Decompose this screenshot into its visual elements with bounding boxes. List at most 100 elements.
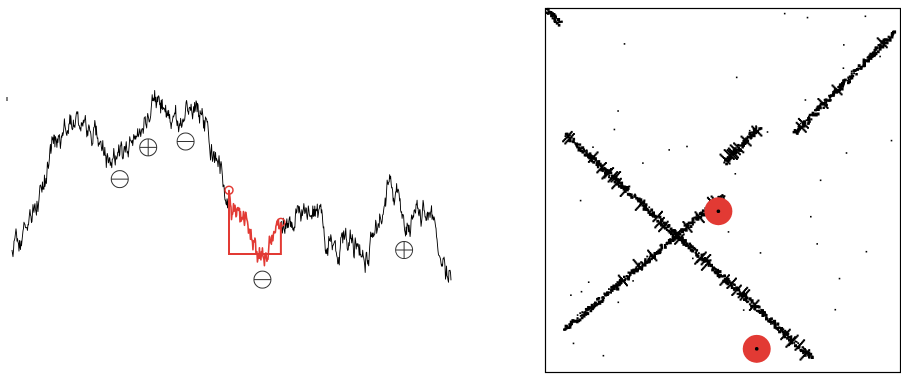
recurrence-dot	[805, 125, 808, 128]
recurrence-dot	[700, 213, 704, 217]
recurrence-dot	[582, 314, 586, 318]
recurrence-dot	[729, 144, 732, 147]
recurrence-dot	[785, 332, 788, 335]
recurrence-dot	[662, 216, 665, 219]
recurrence-dot	[629, 194, 633, 197]
recurrence-dot	[724, 157, 728, 161]
recurrence-dot	[565, 132, 569, 136]
isolated-dot	[617, 301, 620, 304]
recurrence-dot	[658, 213, 661, 216]
recurrence-dot	[725, 162, 728, 166]
isolated-dot	[692, 257, 694, 260]
recurrence-dot	[626, 188, 629, 192]
recurrence-dot	[678, 236, 680, 239]
recurrence-dot	[755, 125, 757, 127]
recurrence-dot	[591, 155, 594, 157]
recurrence-dot	[696, 216, 700, 220]
recurrence-dot	[681, 237, 684, 241]
recurrence-dot	[727, 147, 730, 150]
recurrence-dot	[600, 166, 603, 169]
recurrence-dot	[721, 281, 724, 284]
recurrence-dot	[793, 342, 796, 344]
recurrence-dot	[665, 242, 669, 245]
recurrence-dot	[700, 255, 703, 258]
recurrence-dot	[695, 261, 698, 264]
recurrence-dot	[867, 55, 870, 59]
recurrence-dot	[694, 262, 697, 265]
recurrence-dot	[626, 284, 628, 287]
recurrence-dot	[571, 134, 574, 137]
recurrence-dot	[632, 271, 635, 274]
recurrence-dot	[794, 348, 797, 351]
recurrence-dot	[680, 235, 683, 238]
recurrence-dot	[801, 356, 804, 359]
recurrence-dot	[683, 239, 687, 243]
recurrence-dot	[581, 311, 584, 314]
recurrence-dot	[700, 218, 703, 221]
recurrence-dot	[722, 157, 725, 159]
recurrence-dot	[757, 299, 760, 302]
recurrence-dot	[682, 228, 686, 231]
recurrence-dot	[576, 146, 579, 149]
recurrence-dot	[597, 164, 600, 166]
recurrence-dot	[625, 186, 629, 189]
recurrence-dot	[870, 55, 874, 58]
recurrence-dot	[733, 287, 736, 289]
recurrence-dot	[745, 288, 748, 290]
recurrence-dot	[804, 351, 807, 354]
recurrence-dot	[611, 179, 614, 182]
recurrence-dot	[736, 148, 740, 151]
isolated-dot	[676, 232, 678, 235]
recurrence-dot	[794, 337, 797, 339]
recurrence-dot	[803, 120, 806, 123]
recurrence-dot	[756, 300, 759, 303]
recurrence-dot	[619, 177, 622, 180]
recurrence-dot	[630, 196, 634, 199]
recurrence-dot	[572, 133, 575, 135]
recurrence-dot	[753, 306, 757, 309]
recurrence-dot	[588, 157, 591, 160]
isolated-dot	[623, 43, 626, 45]
recurrence-dot	[687, 221, 691, 225]
recurrence-dot	[842, 84, 845, 87]
recurrence-dot	[873, 53, 877, 56]
recurrence-dot	[732, 288, 736, 291]
recurrence-dot	[620, 193, 623, 196]
recurrence-dot	[712, 266, 715, 270]
recurrence-dot	[585, 151, 588, 154]
recurrence-dot	[721, 194, 724, 197]
recurrence-dot	[626, 192, 630, 196]
recurrence-dot	[619, 182, 622, 185]
recurrence-dot	[675, 237, 678, 240]
recurrence-dot	[731, 294, 734, 296]
recurrence-dot	[629, 271, 632, 274]
recurrence-dot	[635, 262, 638, 265]
recurrence-dot	[732, 150, 735, 153]
recurrence-dot	[731, 281, 734, 284]
recurrence-dot	[547, 12, 549, 15]
recurrence-dot	[575, 144, 579, 147]
recurrence-dot	[726, 156, 730, 160]
recurrence-dot	[580, 147, 583, 150]
recurrence-dot	[616, 178, 620, 181]
recurrence-dot	[615, 174, 618, 177]
recurrence-dot	[797, 130, 800, 132]
recurrence-dot	[726, 160, 729, 163]
recurrence-dot	[818, 99, 821, 102]
recurrence-dot	[744, 289, 746, 292]
recurrence-dot	[784, 329, 787, 332]
recurrence-dot	[592, 156, 595, 159]
isolated-dot	[766, 131, 769, 133]
recurrence-dot	[832, 93, 836, 96]
recurrence-dot	[863, 60, 865, 63]
recurrence-dot	[648, 213, 652, 216]
recurrence-dot	[663, 226, 668, 230]
recurrence-dot	[751, 300, 754, 303]
highlight-end-circle	[276, 217, 286, 228]
isolated-dot	[727, 231, 730, 233]
recurrence-dot	[876, 50, 880, 54]
recurrence-dot	[613, 184, 616, 187]
recurrence-dot	[819, 100, 822, 103]
recurrence-dot	[587, 156, 589, 159]
recurrence-dot	[724, 150, 727, 153]
